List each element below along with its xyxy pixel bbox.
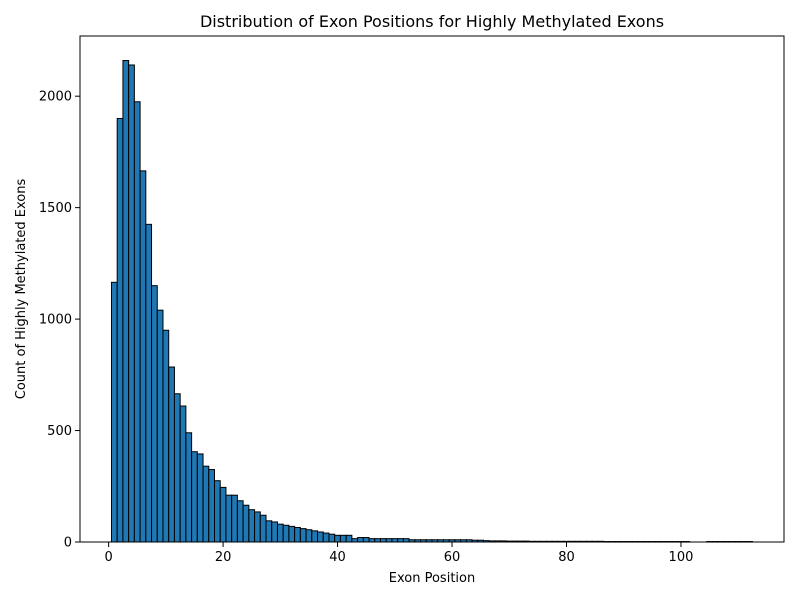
histogram-bar (191, 451, 198, 543)
histogram-bar (379, 538, 387, 543)
histogram-bar (225, 494, 233, 543)
histogram-bar (288, 525, 296, 543)
histogram-bar (156, 309, 164, 543)
histogram-bar (196, 453, 204, 543)
x-tick-label: 60 (444, 550, 461, 565)
histogram-bar (322, 532, 330, 543)
x-tick-label: 40 (329, 550, 346, 565)
histogram-bar (219, 486, 227, 543)
histogram-bar (374, 538, 381, 543)
histogram-bar (299, 528, 307, 543)
histogram-bar (339, 534, 347, 543)
histogram-bar (328, 533, 336, 543)
histogram-bar (254, 511, 261, 543)
y-tick-label: 1000 (39, 313, 72, 328)
histogram-bar (133, 101, 141, 543)
histogram-bar (242, 504, 250, 543)
histogram-bar (385, 538, 393, 543)
x-tick-label: 100 (669, 550, 694, 565)
histogram-bar (282, 524, 290, 543)
histogram-bar (110, 281, 118, 543)
histogram-bar (151, 285, 158, 543)
histogram-bar (362, 537, 370, 543)
histogram-bar (334, 534, 341, 543)
y-tick-label: 500 (47, 424, 72, 439)
x-axis-title: Exon Position (389, 571, 475, 586)
histogram-bar (128, 64, 135, 543)
y-axis-title: Count of Highly Methylated Exons (14, 179, 29, 400)
chart-title: Distribution of Exon Positions for Highl… (200, 12, 664, 31)
bars-layer (110, 60, 754, 543)
histogram-bar (305, 529, 313, 543)
histogram-bar (248, 509, 256, 543)
histogram-bar (139, 170, 147, 543)
histogram-bar (145, 223, 153, 543)
x-axis: 0 20 40 60 80 100 (104, 542, 693, 565)
histogram-bar (391, 538, 399, 543)
x-tick-label: 80 (558, 550, 575, 565)
histogram-bar (168, 366, 175, 543)
y-tick-label: 2000 (39, 90, 72, 105)
y-tick-label: 0 (64, 536, 72, 551)
histogram-bar (357, 537, 364, 543)
histogram-bar (317, 531, 324, 543)
histogram-bar (162, 329, 170, 543)
x-tick-label: 0 (104, 550, 112, 565)
histogram-bar (259, 514, 267, 543)
histogram-bar (294, 527, 301, 543)
histogram-bar (397, 538, 404, 543)
y-tick-label: 1500 (39, 201, 72, 216)
histogram-bar (368, 538, 376, 543)
histogram-bar (271, 521, 278, 543)
x-tick-label: 20 (215, 550, 232, 565)
y-axis: 0 500 1000 1500 2000 (39, 90, 80, 551)
histogram-bar (276, 523, 284, 543)
histogram-bar (351, 538, 359, 543)
histogram-bar (185, 432, 193, 543)
histogram-bar (202, 465, 210, 543)
histogram-bar (179, 405, 187, 543)
histogram-bar (122, 60, 130, 543)
histogram-bar (173, 393, 181, 543)
histogram-bar (265, 520, 273, 543)
histogram-bar (311, 530, 319, 543)
histogram-bar (116, 117, 124, 543)
histogram-bar (231, 494, 238, 543)
histogram-bar (214, 480, 221, 543)
histogram-bar (208, 469, 215, 543)
histogram-bar (345, 534, 353, 543)
plot-frame (79, 35, 785, 543)
histogram-bar (236, 500, 244, 543)
histogram-bar (402, 538, 410, 543)
